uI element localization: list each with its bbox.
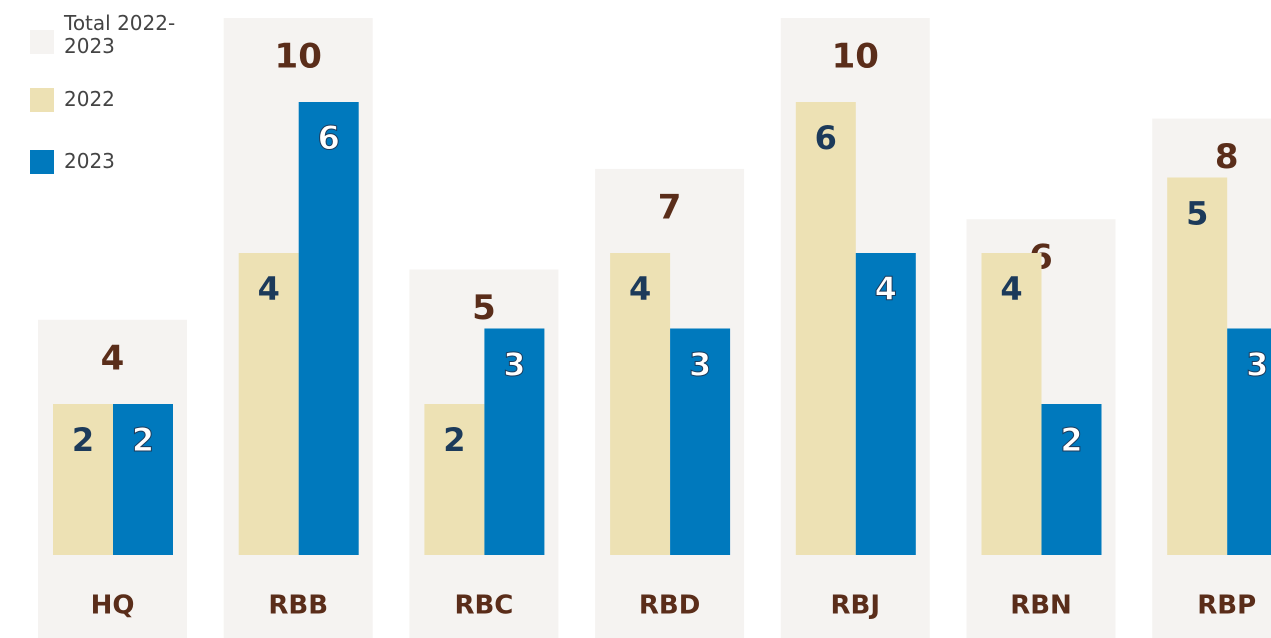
- total-label: 10: [832, 37, 879, 77]
- legend-label: Total 2022-2023: [64, 11, 176, 58]
- total-label: 4: [101, 338, 125, 378]
- bar: [855, 253, 916, 555]
- bar: [610, 253, 671, 555]
- total-label: 8: [1215, 137, 1239, 177]
- total-label: 7: [658, 187, 682, 227]
- bar: [1227, 328, 1271, 555]
- x-tick-label: RBB: [268, 591, 328, 621]
- bar: [113, 404, 173, 555]
- value-label: 4: [258, 270, 280, 308]
- value-label: 4: [1000, 270, 1022, 308]
- bar: [484, 328, 545, 555]
- value-label: 3: [1246, 346, 1268, 384]
- bar: [238, 253, 299, 555]
- x-tick-label: RBJ: [831, 591, 881, 621]
- bar: [795, 102, 856, 555]
- bar: [1167, 177, 1228, 555]
- legend-item: 2023: [30, 150, 189, 174]
- value-label: 5: [1186, 195, 1208, 233]
- value-label: 3: [689, 346, 711, 384]
- bar: [981, 253, 1042, 555]
- legend-item: 2022: [30, 88, 189, 112]
- value-label: 2: [132, 421, 154, 459]
- x-tick-label: RBD: [639, 591, 700, 621]
- legend-swatch: [30, 150, 54, 174]
- value-label: 4: [875, 270, 897, 308]
- bar: [53, 404, 113, 555]
- value-label: 2: [443, 421, 465, 459]
- legend-swatch: [30, 88, 54, 112]
- bar: [424, 404, 485, 555]
- x-tick-label: RBP: [1197, 591, 1256, 621]
- value-label: 6: [318, 119, 340, 157]
- legend-label: 2023: [64, 149, 115, 173]
- x-tick-label: HQ: [91, 591, 135, 621]
- total-label: 5: [472, 288, 496, 328]
- value-label: 3: [503, 346, 525, 384]
- value-label: 4: [629, 270, 651, 308]
- x-tick-label: RBC: [454, 591, 513, 621]
- value-label: 2: [1060, 421, 1082, 459]
- bar: [1041, 404, 1102, 555]
- legend-swatch: [30, 30, 54, 54]
- bar: [670, 328, 731, 555]
- x-tick-label: RBN: [1010, 591, 1072, 621]
- total-label: 10: [275, 37, 322, 77]
- legend-label: 2022: [64, 87, 115, 111]
- legend-item: Total 2022-2023: [30, 12, 189, 58]
- bar: [298, 102, 359, 555]
- value-label: 2: [72, 421, 94, 459]
- value-label: 6: [815, 119, 837, 157]
